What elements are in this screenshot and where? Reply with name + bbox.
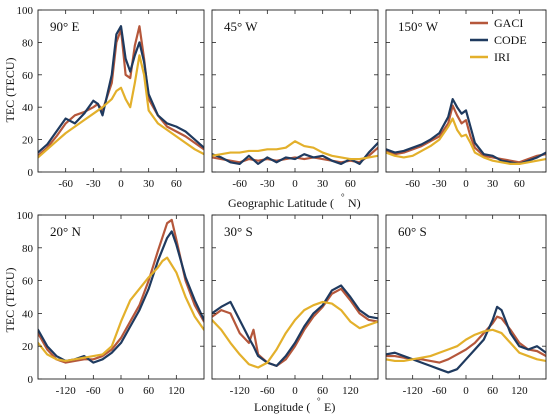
panel-title: 30° S xyxy=(224,224,253,239)
plot-frame xyxy=(211,214,379,380)
y-tick-label: 20 xyxy=(22,341,34,353)
x-tick-label: -60 xyxy=(405,178,420,190)
series-lines xyxy=(38,218,204,364)
x-tick-label: 60 xyxy=(514,178,526,190)
series-line-iri xyxy=(38,54,204,159)
x-tick-label: -30 xyxy=(260,178,275,190)
x-tick-label: 60 xyxy=(317,385,329,397)
y-tick-label: 40 xyxy=(22,308,34,320)
series-line-code xyxy=(386,98,546,165)
series-line-code xyxy=(38,230,204,364)
series-line-gaci xyxy=(212,146,378,164)
x-tick-label: -60 xyxy=(232,178,247,190)
x-tick-label: 0 xyxy=(292,385,298,397)
degree-mark-bottom: ° xyxy=(317,396,321,406)
x-tick-label: 120 xyxy=(168,385,185,397)
y-tick-label: 0 xyxy=(28,374,34,386)
series-lines xyxy=(212,140,378,165)
panel-150-w: -60 -30 0 30 60 150° W xyxy=(385,9,547,190)
degree-mark-top: ° xyxy=(341,192,345,202)
series-line-iri xyxy=(386,117,546,165)
series-line-gaci xyxy=(38,25,204,157)
x-tick-label: -30 xyxy=(432,178,447,190)
x-tick-label: 60 xyxy=(487,385,499,397)
panel-title: 60° S xyxy=(398,224,427,239)
series-line-gaci xyxy=(212,287,378,367)
chart-panels: -60 -30 0 30 60 0 20 40 60 80 100 90° E -60 -30 0 30 60 4… xyxy=(17,5,547,397)
panel-90-e: -60 -30 0 30 60 0 20 40 60 80 100 90° E xyxy=(17,5,205,190)
x-tick-label: 120 xyxy=(511,385,528,397)
legend: GACI CODE IRI xyxy=(470,16,527,64)
x-tick-label: 30 xyxy=(317,178,329,190)
x-tick-label: 0 xyxy=(292,178,298,190)
series-line-iri xyxy=(386,328,546,363)
bottom-x-axis-title: Longitude ( ° E) xyxy=(254,396,335,414)
x-tick-label: -60 xyxy=(58,178,73,190)
x-tick-label: 0 xyxy=(118,178,124,190)
series-lines xyxy=(386,305,546,374)
series-line-iri xyxy=(212,140,378,161)
x-tick-label: -120 xyxy=(56,385,77,397)
x-tick-label: -120 xyxy=(403,385,424,397)
panel-title: 150° W xyxy=(398,19,439,34)
y-tick-label: 20 xyxy=(22,135,34,147)
panel-20-n: -120 -60 0 60 120 0 20 40 60 80 100 20° N xyxy=(17,210,205,397)
series-lines xyxy=(212,284,378,369)
x-tick-label: -60 xyxy=(260,385,275,397)
y-tick-label: 0 xyxy=(28,167,34,179)
x-tick-label: 60 xyxy=(345,178,357,190)
x-tick-label: 0 xyxy=(118,385,124,397)
panel-45-w: -60 -30 0 30 60 45° W xyxy=(211,9,379,190)
panel-30-s: -120 -60 0 60 120 30° S xyxy=(211,214,379,397)
legend-label-iri: IRI xyxy=(494,50,510,64)
panel-title: 90° E xyxy=(50,19,79,34)
y-tick-label: 80 xyxy=(22,243,34,255)
y-axis-label-bottom: TEC (TECU) xyxy=(3,268,17,333)
series-line-iri xyxy=(38,256,204,363)
x-tick-label: 60 xyxy=(171,178,183,190)
series-line-gaci xyxy=(386,104,546,164)
panel-title: 20° N xyxy=(50,224,81,239)
legend-label-code: CODE xyxy=(494,33,527,47)
series-line-iri xyxy=(212,300,378,369)
y-tick-label: 80 xyxy=(22,37,34,49)
y-tick-label: 60 xyxy=(22,276,34,288)
legend-label-gaci: GACI xyxy=(494,16,523,30)
series-line-code xyxy=(212,284,378,367)
svg-text:Longitude (: Longitude ( xyxy=(254,400,310,414)
x-tick-label: -60 xyxy=(86,385,101,397)
y-tick-label: 60 xyxy=(22,70,34,82)
y-tick-label: 40 xyxy=(22,102,34,114)
y-tick-label: 100 xyxy=(17,5,34,17)
panel-60-s: -120 -60 0 60 120 60° S xyxy=(385,214,547,397)
svg-text:E): E) xyxy=(324,400,335,414)
plot-frame xyxy=(37,214,205,380)
plot-frame xyxy=(211,9,379,173)
top-x-axis-title: Geographic Latitude ( ° N) xyxy=(228,192,361,210)
x-tick-label: -60 xyxy=(432,385,447,397)
x-tick-label: 120 xyxy=(342,385,359,397)
x-tick-label: 0 xyxy=(463,178,469,190)
x-tick-label: 0 xyxy=(463,385,469,397)
x-tick-label: -120 xyxy=(230,385,251,397)
svg-text:Geographic Latitude (: Geographic Latitude ( xyxy=(228,196,334,210)
x-tick-label: 30 xyxy=(487,178,499,190)
x-tick-label: 30 xyxy=(143,178,155,190)
series-line-gaci xyxy=(38,218,204,364)
svg-text:N): N) xyxy=(348,196,361,210)
series-lines xyxy=(386,98,546,165)
series-lines xyxy=(38,25,204,159)
y-axis-label-top: TEC (TECU) xyxy=(3,58,17,123)
x-tick-label: 60 xyxy=(143,385,155,397)
series-line-code xyxy=(38,25,204,154)
panel-title: 45° W xyxy=(224,19,258,34)
y-tick-label: 100 xyxy=(17,210,34,222)
x-tick-label: -30 xyxy=(86,178,101,190)
